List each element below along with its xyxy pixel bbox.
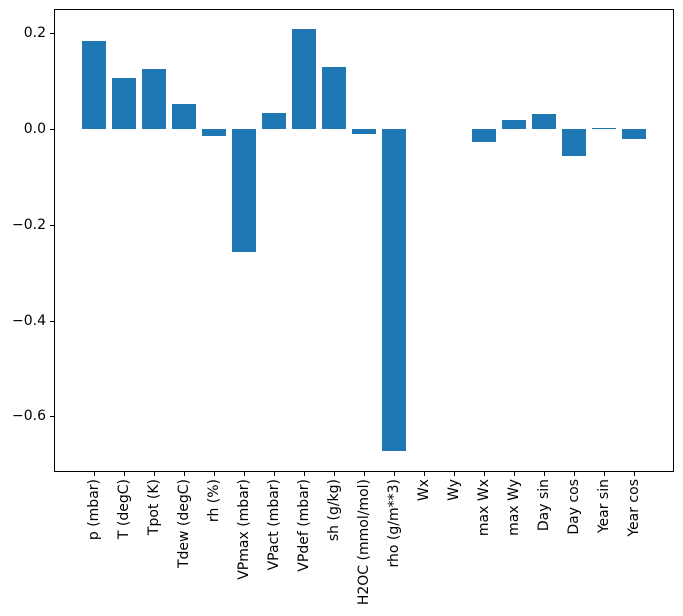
x-tick-mark xyxy=(574,472,575,476)
y-tick-mark xyxy=(50,321,54,322)
y-tick-label: −0.2 xyxy=(12,217,46,233)
bar-h2oc-mmol-mol xyxy=(352,129,376,134)
x-tick-label-text: Day sin xyxy=(536,479,552,532)
x-tick-label-text: Tpot (K) xyxy=(146,479,162,536)
x-tick-label-text: VPact (mbar) xyxy=(266,479,282,571)
bar-day-sin xyxy=(532,114,556,129)
y-tick-label: 0.0 xyxy=(23,121,46,137)
x-tick-mark xyxy=(634,472,635,476)
x-tick-label-year-cos: Year cos xyxy=(626,479,642,616)
x-tick-label-text: H2OC (mmol/mol) xyxy=(356,479,372,606)
x-tick-label-day-sin: Day sin xyxy=(536,479,552,616)
x-tick-label-text: Wy xyxy=(446,479,462,501)
x-tick-label-text: VPmax (mbar) xyxy=(236,479,252,580)
bar-vpmax-mbar xyxy=(232,129,256,252)
bar-rh xyxy=(202,129,226,136)
x-tick-mark xyxy=(124,472,125,476)
x-tick-label-text: Wx xyxy=(416,479,432,502)
x-tick-label-year-sin: Year sin xyxy=(596,479,612,616)
x-tick-label-text: Tdew (degC) xyxy=(176,479,192,569)
y-tick-mark xyxy=(50,129,54,130)
x-tick-label-p-mbar: p (mbar) xyxy=(86,479,102,616)
y-tick-label: −0.6 xyxy=(12,408,46,424)
x-tick-label-text: max Wy xyxy=(506,479,522,536)
x-tick-label-wx: Wx xyxy=(416,479,432,616)
x-tick-mark xyxy=(334,472,335,476)
x-tick-mark xyxy=(544,472,545,476)
x-tick-mark xyxy=(424,472,425,476)
bar-vpdef-mbar xyxy=(292,29,316,129)
x-tick-label-tpot-k: Tpot (K) xyxy=(146,479,162,616)
bar-year-cos xyxy=(622,129,646,139)
x-tick-mark xyxy=(364,472,365,476)
bar-tpot-k xyxy=(142,69,166,129)
x-tick-mark xyxy=(304,472,305,476)
x-tick-mark xyxy=(184,472,185,476)
bar-p-mbar xyxy=(82,41,106,129)
x-tick-label-vpdef-mbar: VPdef (mbar) xyxy=(296,479,312,616)
x-tick-mark xyxy=(274,472,275,476)
x-tick-label-text: Year sin xyxy=(596,479,612,534)
x-tick-mark xyxy=(154,472,155,476)
x-tick-label-text: Day cos xyxy=(566,479,582,535)
x-tick-label-text: VPdef (mbar) xyxy=(296,479,312,572)
x-tick-label-rh: rh (%) xyxy=(206,479,222,616)
x-tick-mark xyxy=(244,472,245,476)
bar-rho-g-m-3 xyxy=(382,129,406,451)
x-tick-label-rho-g-m-3: rho (g/m**3) xyxy=(386,479,402,616)
y-tick-mark xyxy=(50,416,54,417)
x-tick-label-t-degc: T (degC) xyxy=(116,479,132,616)
x-tick-mark xyxy=(94,472,95,476)
x-tick-label-vpmax-mbar: VPmax (mbar) xyxy=(236,479,252,616)
x-tick-label-vpact-mbar: VPact (mbar) xyxy=(266,479,282,616)
x-tick-mark xyxy=(604,472,605,476)
x-tick-mark xyxy=(394,472,395,476)
x-tick-label-text: max Wx xyxy=(476,479,492,537)
x-tick-label-max-wx: max Wx xyxy=(476,479,492,616)
bar-t-degc xyxy=(112,78,136,129)
bar-vpact-mbar xyxy=(262,113,286,129)
x-tick-label-tdew-degc: Tdew (degC) xyxy=(176,479,192,616)
y-tick-mark xyxy=(50,225,54,226)
bar-max-wx xyxy=(472,129,496,142)
x-tick-label-wy: Wy xyxy=(446,479,462,616)
y-tick-label: 0.2 xyxy=(23,25,46,41)
x-tick-mark xyxy=(214,472,215,476)
bar-year-sin xyxy=(592,128,616,129)
y-tick-mark xyxy=(50,33,54,34)
x-tick-mark xyxy=(484,472,485,476)
x-tick-label-text: sh (g/kg) xyxy=(326,479,342,542)
bar-day-cos xyxy=(562,129,586,156)
x-tick-label-text: rh (%) xyxy=(206,479,222,523)
x-tick-label-sh-g-kg: sh (g/kg) xyxy=(326,479,342,616)
x-tick-label-max-wy: max Wy xyxy=(506,479,522,616)
x-tick-label-text: p (mbar) xyxy=(86,479,102,541)
y-tick-label: −0.4 xyxy=(12,313,46,329)
x-tick-label-text: rho (g/m**3) xyxy=(386,479,402,568)
bar-tdew-degc xyxy=(172,104,196,129)
x-tick-label-text: Year cos xyxy=(626,479,642,537)
x-tick-label-text: T (degC) xyxy=(116,479,132,540)
bar-max-wy xyxy=(502,120,526,129)
x-tick-label-day-cos: Day cos xyxy=(566,479,582,616)
bar-sh-g-kg xyxy=(322,67,346,129)
x-tick-label-h2oc-mmol-mol: H2OC (mmol/mol) xyxy=(356,479,372,616)
x-tick-mark xyxy=(514,472,515,476)
x-tick-mark xyxy=(454,472,455,476)
